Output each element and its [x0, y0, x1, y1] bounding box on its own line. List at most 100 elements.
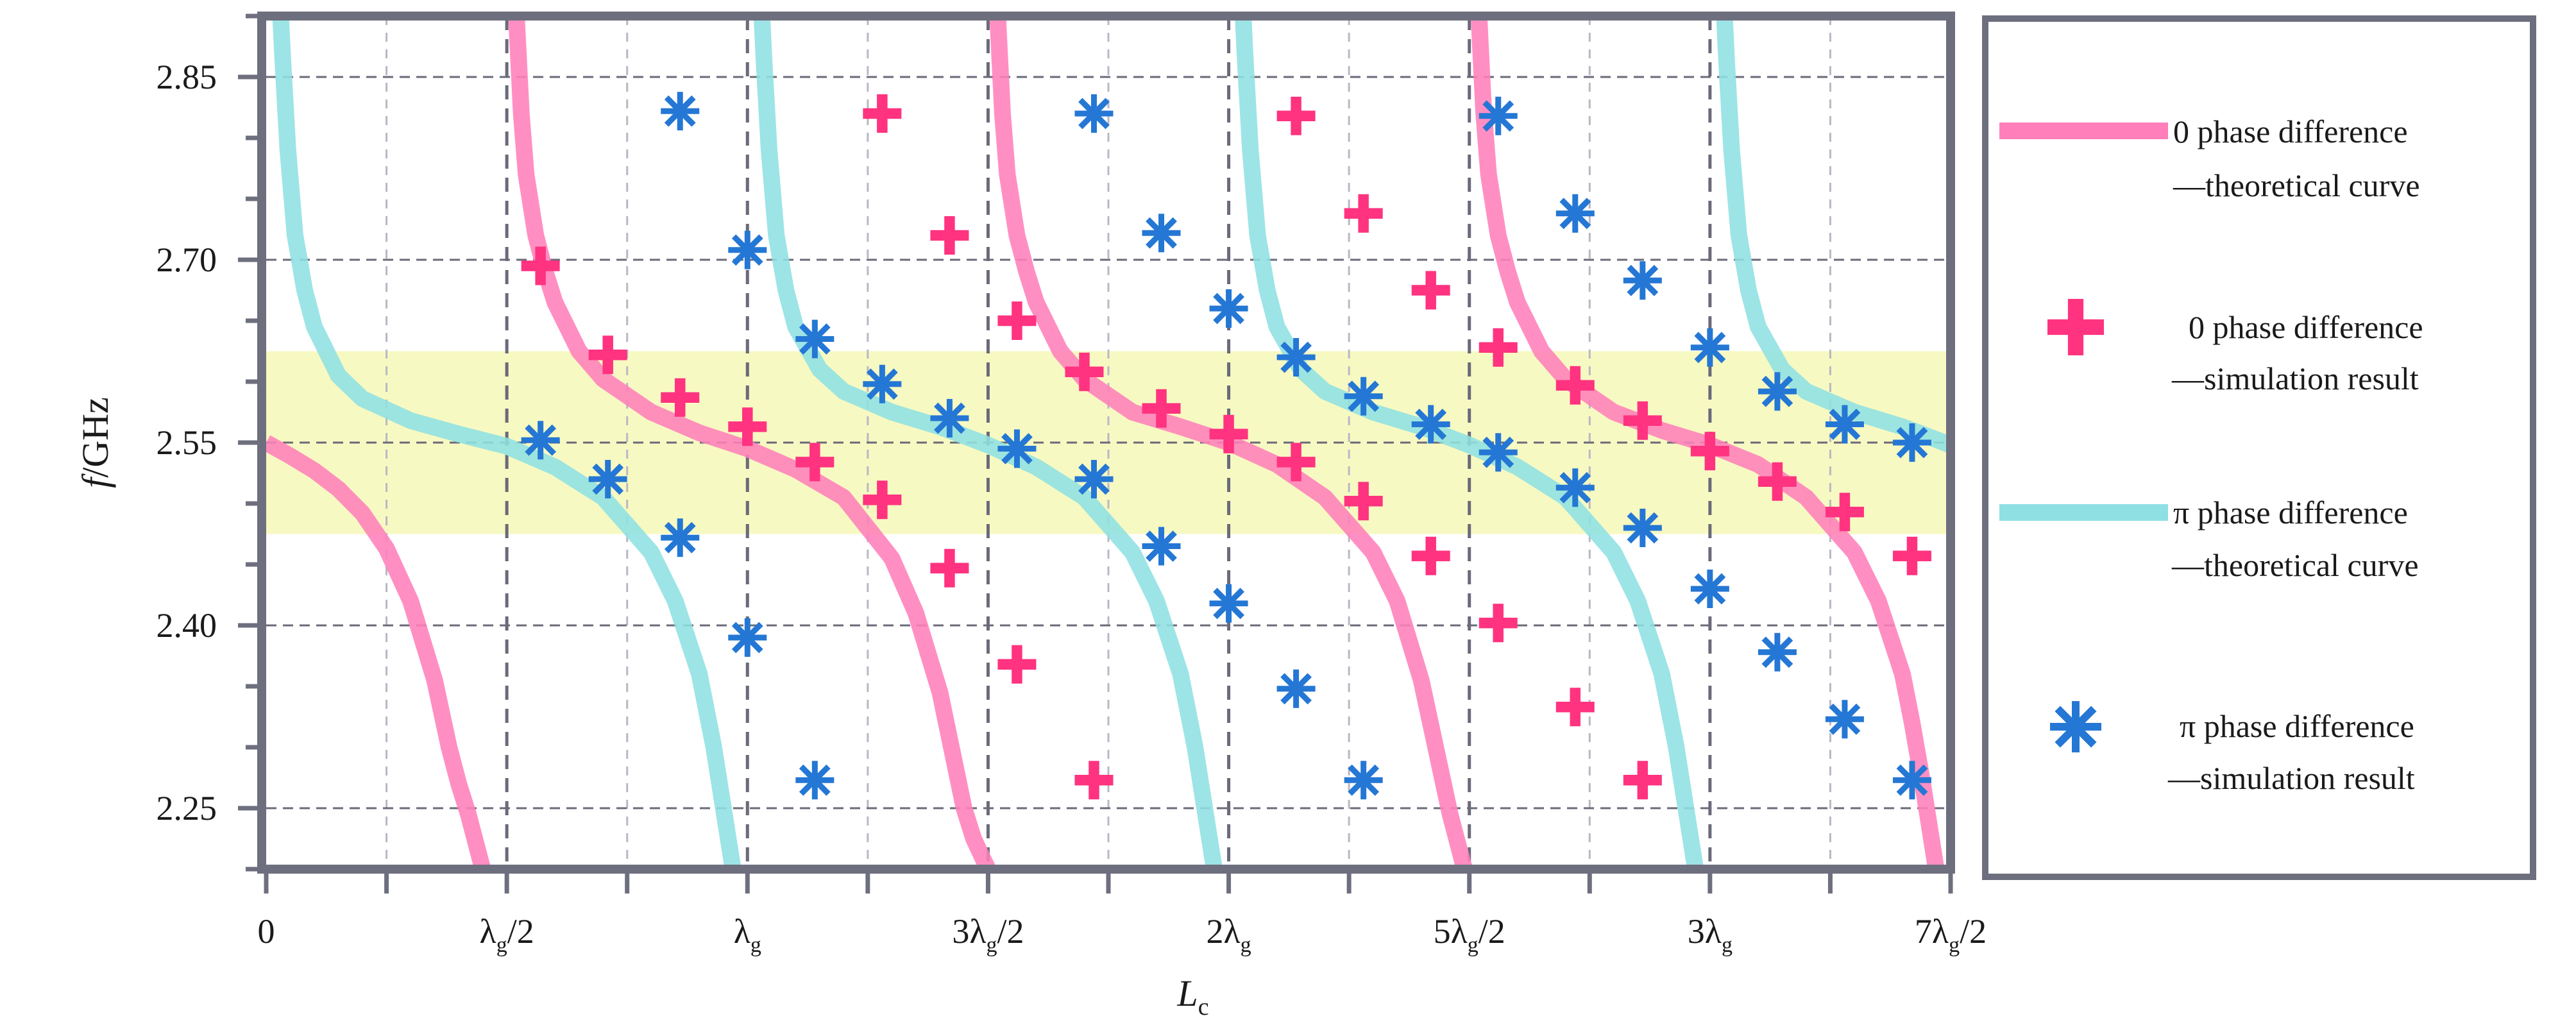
x-axis-label: Lc — [1176, 972, 1208, 1021]
zero-sim-point — [1411, 271, 1450, 310]
asterisk-stroke — [731, 234, 763, 266]
x-tick-label: 3λg — [1688, 912, 1733, 957]
zero-sim-point — [1411, 536, 1450, 575]
asterisk-stroke — [1348, 380, 1380, 412]
x-tick-label: λg/2 — [480, 912, 534, 957]
x-tick-label-suffix: /2 — [1479, 912, 1505, 951]
pi-sim-point — [1074, 94, 1114, 133]
pi-sim-point — [1479, 433, 1518, 472]
asterisk-stroke — [1694, 332, 1726, 364]
x-tick-label-main: 5λ — [1434, 912, 1468, 951]
x-tick-label: 2λg — [1206, 912, 1251, 957]
pi-sim-point — [930, 399, 969, 437]
zero-sim-point — [1479, 604, 1518, 643]
y-tick-label: 2.85 — [157, 58, 217, 96]
x-tick-label-sub: g — [1722, 933, 1733, 957]
x-axis-label-main: L — [1176, 972, 1198, 1014]
y-tick-labels: 2.25 2.40 2.55 2.70 2.85 — [157, 58, 217, 827]
pi-curve-branch-0 — [272, 16, 741, 869]
asterisk-stroke — [1896, 427, 1928, 459]
legend-asterisk-icon — [2050, 701, 2101, 752]
legend-label-zero-sim-line2: —simulation result — [2171, 360, 2419, 396]
legend-marker-pi-sim — [2050, 701, 2101, 752]
pi-sim-point — [795, 761, 835, 800]
pi-sim-point — [728, 230, 767, 269]
x-tick-label-main: 7λ — [1915, 912, 1949, 951]
pi-sim-point — [1555, 468, 1595, 507]
pi-sim-point — [1276, 338, 1316, 377]
zero-curve-branch-1 — [508, 16, 996, 869]
asterisk-stroke — [1559, 471, 1591, 504]
asterisk-stroke — [1348, 764, 1380, 796]
y-tick-label: 2.55 — [157, 423, 217, 462]
asterisk-stroke — [1694, 573, 1726, 605]
zero-sim-point — [930, 216, 969, 255]
asterisk-stroke — [1415, 409, 1447, 440]
pi-sim-point — [1142, 214, 1181, 253]
x-tick-label-sub: g — [1468, 933, 1479, 957]
asterisk-stroke — [1146, 530, 1177, 562]
pi-sim-point — [661, 518, 700, 557]
x-tick-label: 0 — [258, 912, 275, 951]
x-tick-label-sub: g — [1949, 933, 1960, 957]
pi-sim-point — [1690, 570, 1729, 608]
asterisk-stroke — [1213, 588, 1244, 620]
pi-sim-point — [1758, 632, 1797, 672]
asterisk-stroke — [664, 521, 696, 554]
pi-sim-point — [1690, 328, 1729, 367]
x-tick-labels: 0 λg/2 λg 3λg/2 2λg 5λg/2 3λg 7λg/2 — [258, 912, 1987, 957]
asterisk-stroke — [799, 323, 831, 355]
zero-sim-point — [1276, 443, 1316, 482]
pi-sim-point — [1276, 669, 1316, 708]
zero-sim-point — [588, 335, 627, 375]
pi-sim-point — [1074, 460, 1114, 498]
x-tick-label-suffix: /2 — [1960, 912, 1987, 951]
asterisk-stroke — [1078, 463, 1110, 495]
pi-sim-point — [1623, 261, 1662, 300]
zero-curve-branch-2 — [989, 16, 1473, 869]
pi-sim-point — [1209, 584, 1248, 623]
x-tick-label-main: 3λ — [952, 912, 986, 951]
zero-sim-point — [1555, 688, 1595, 727]
pi-sim-point — [1825, 700, 1864, 739]
zero-sim-point — [1623, 761, 1662, 800]
y-axis-label: f/GHz — [74, 397, 116, 488]
asterisk-stroke — [1213, 292, 1244, 325]
pi-sim-point — [661, 92, 700, 131]
asterisk-stroke — [1829, 409, 1861, 440]
zero-sim-point — [863, 480, 902, 520]
legend-label-pi-curve-line1: π phase difference — [2173, 495, 2408, 530]
legend-plus-icon — [2047, 299, 2104, 355]
x-tick-label-suffix: /2 — [507, 912, 534, 951]
asterisk-stroke — [866, 368, 898, 400]
pi-sim-point — [1344, 377, 1383, 416]
legend-marker-zero-sim — [2047, 299, 2104, 355]
y-axis-label-unit: /GHz — [74, 397, 116, 478]
x-tick-label-sub: g — [987, 933, 997, 957]
y-tick-label: 2.70 — [157, 241, 217, 279]
asterisk-stroke — [664, 95, 696, 127]
asterisk-stroke — [1896, 764, 1928, 796]
asterisk-stroke — [731, 622, 763, 654]
asterisk-stroke — [525, 424, 557, 456]
x-tick-label-main: 0 — [258, 912, 275, 951]
legend-label-zero-curve-line2: —theoretical curve — [2173, 167, 2420, 203]
theory-curves — [266, 16, 1951, 869]
zero-sim-point — [863, 94, 902, 133]
x-tick-label-main: 3λ — [1688, 912, 1722, 951]
asterisk-stroke — [799, 764, 831, 796]
legend: 0 phase difference —theoretical curve 0 … — [1982, 15, 2536, 880]
pi-sim-point — [1758, 372, 1797, 411]
pi-sim-point — [1479, 96, 1518, 135]
zero-sim-point — [1344, 194, 1383, 233]
zero-sim-point — [1074, 761, 1114, 800]
pi-sim-point — [728, 618, 767, 657]
x-tick-label: 3λg/2 — [952, 912, 1024, 957]
zero-sim-point — [1344, 482, 1383, 521]
asterisk-stroke — [1280, 341, 1312, 373]
asterisk-stroke — [1761, 636, 1793, 668]
zero-sim-point — [661, 378, 700, 417]
legend-swatch-pi-curve — [1999, 504, 2168, 521]
axis-ticks — [238, 13, 1953, 894]
y-tick-label: 2.40 — [157, 606, 217, 645]
